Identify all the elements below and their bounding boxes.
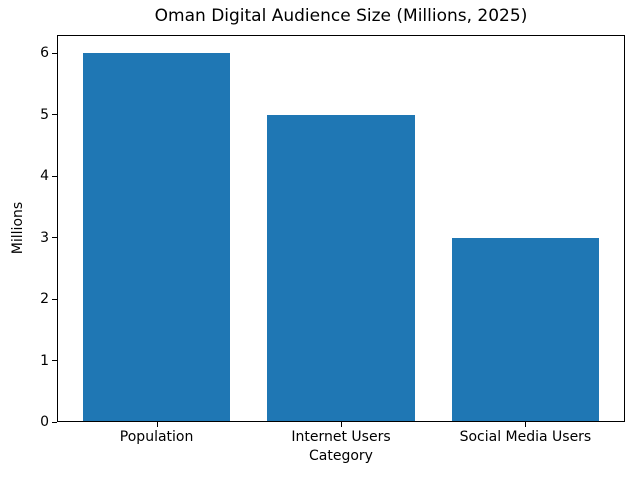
x-tick-mark [341,422,342,427]
bar-social-media-users [451,237,600,421]
y-tick-mark [52,421,57,423]
y-tick-label: 6 [40,45,49,62]
y-tick-mark [52,52,57,54]
chart-title: Oman Digital Audience Size (Millions, 20… [154,6,528,26]
y-tick-mark [52,175,57,177]
y-axis-label: Millions [10,201,26,255]
y-tick-mark [52,298,57,300]
y-tick-mark [52,360,57,362]
y-tick-label: 4 [40,168,49,185]
x-axis-label: Category [309,448,373,464]
x-tick-label: Population [119,429,194,445]
y-tick-label: 0 [40,414,49,430]
y-tick-label: 1 [40,352,49,369]
bar-internet-users [267,114,415,421]
x-tick-mark [525,422,527,427]
y-tick-mark [52,237,57,239]
x-tick-mark [156,422,158,427]
bar-population [82,53,231,421]
y-tick-label: 5 [40,106,49,123]
y-tick-label: 2 [40,291,49,308]
x-tick-label: Social Media Users [459,429,592,445]
x-tick-label: Internet Users [291,429,391,445]
y-tick-mark [52,114,57,116]
y-tick-label: 3 [40,229,49,246]
